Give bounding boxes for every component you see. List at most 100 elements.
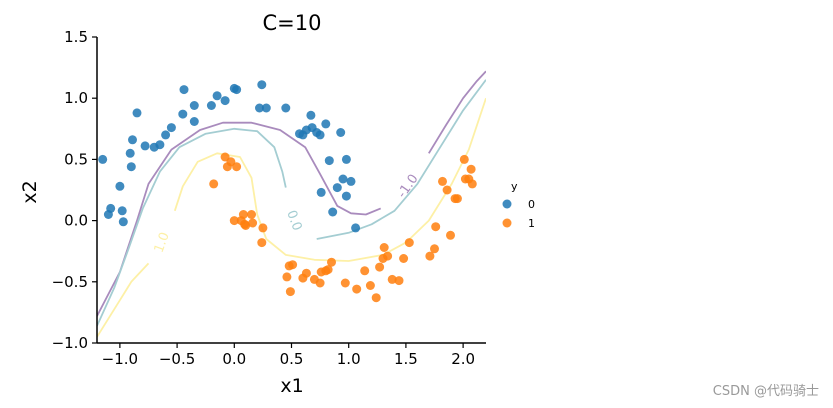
contour-layer: -1.0 0.0 1.0 bbox=[97, 70, 486, 338]
point-class-0-24 bbox=[255, 103, 264, 113]
point-class-0-40 bbox=[336, 128, 346, 137]
point-class-1-26 bbox=[340, 278, 350, 288]
point-class-1-5 bbox=[232, 162, 242, 172]
point-class-0-36 bbox=[321, 119, 331, 129]
point-class-0-27 bbox=[281, 103, 291, 113]
point-class-0-23 bbox=[232, 85, 242, 95]
contour-label--1.0: -1.0 bbox=[395, 172, 422, 201]
legend-label-1: 1 bbox=[528, 217, 535, 230]
point-class-0-7 bbox=[126, 162, 136, 172]
point-class-0-18 bbox=[189, 101, 199, 110]
point-class-1-36 bbox=[394, 276, 404, 286]
point-class-1-39 bbox=[425, 251, 435, 261]
point-class-1-35 bbox=[387, 274, 397, 284]
point-class-0-39 bbox=[332, 183, 342, 193]
point-class-0-19 bbox=[206, 101, 216, 110]
contour-label-1.0: 1.0 bbox=[152, 230, 173, 255]
contour-line-1.0-seg-1 bbox=[173, 97, 486, 262]
y-tick-label-4: 1.0 bbox=[64, 89, 88, 107]
point-class-0-41 bbox=[338, 174, 348, 184]
point-class-1-44 bbox=[446, 230, 455, 240]
point-class-0-0 bbox=[98, 154, 108, 164]
point-class-1-42 bbox=[438, 176, 447, 186]
point-class-1-50 bbox=[466, 164, 476, 174]
y-tick-label-3: 0.5 bbox=[64, 150, 88, 168]
x-tick-label-0: −1.0 bbox=[102, 350, 138, 368]
point-layer bbox=[98, 80, 477, 303]
point-class-1-9 bbox=[241, 221, 251, 230]
point-class-1-27 bbox=[352, 284, 362, 294]
point-class-1-12 bbox=[257, 238, 267, 248]
legend-marker-1 bbox=[502, 218, 512, 228]
contour-line-0.0-seg-1 bbox=[316, 79, 486, 240]
point-class-0-38 bbox=[328, 207, 338, 217]
point-class-0-9 bbox=[132, 108, 142, 118]
axes-layer: −1.0 −0.5 0.0 0.5 1.0 1.5 2.0 −1.0 −0.5 0.0 0.5 1.0… bbox=[52, 28, 486, 368]
x-tick-label-5: 1.5 bbox=[394, 350, 418, 368]
point-class-0-45 bbox=[351, 223, 361, 233]
point-class-0-3 bbox=[115, 181, 125, 191]
contour-line-1.0-seg-0 bbox=[97, 262, 150, 338]
x-tick-label-2: 0.0 bbox=[222, 350, 246, 368]
point-class-0-44 bbox=[346, 176, 356, 186]
point-class-0-20 bbox=[212, 91, 222, 101]
point-class-1-25 bbox=[327, 257, 336, 267]
point-class-0-35 bbox=[316, 187, 326, 197]
point-class-1-33 bbox=[379, 243, 389, 252]
x-axis-label: x1 bbox=[280, 375, 303, 397]
y-tick-label-1: −0.5 bbox=[52, 273, 88, 291]
contour-line--1.0-seg-0 bbox=[97, 121, 382, 317]
point-class-1-51 bbox=[467, 179, 477, 189]
point-class-1-47 bbox=[459, 154, 469, 164]
point-class-0-2 bbox=[106, 203, 116, 213]
y-tick-label-5: 1.5 bbox=[64, 28, 88, 46]
point-class-0-13 bbox=[161, 130, 171, 140]
point-class-1-24 bbox=[323, 265, 333, 275]
x-tick-label-1: −0.5 bbox=[159, 350, 195, 368]
y-tick-label-0: −1.0 bbox=[52, 334, 88, 352]
point-class-1-10 bbox=[247, 210, 256, 219]
chart-title: C=10 bbox=[263, 11, 322, 35]
x-tick-label-4: 1.0 bbox=[337, 350, 361, 368]
point-class-1-31 bbox=[375, 262, 385, 272]
point-class-0-21 bbox=[220, 96, 230, 106]
point-class-0-17 bbox=[189, 117, 199, 126]
point-class-0-25 bbox=[257, 80, 267, 90]
point-class-0-10 bbox=[140, 141, 150, 151]
point-class-0-12 bbox=[155, 140, 165, 150]
point-class-1-40 bbox=[430, 244, 439, 254]
contour-line-0.0-seg-0 bbox=[97, 127, 287, 327]
legend-marker-0 bbox=[502, 199, 512, 209]
legend-title: y bbox=[511, 180, 518, 193]
point-class-1-19 bbox=[301, 268, 311, 278]
x-tick-label-6: 2.0 bbox=[451, 350, 475, 368]
legend-label-0: 0 bbox=[528, 198, 535, 211]
y-axis-label: x2 bbox=[19, 180, 41, 203]
point-class-1-13 bbox=[258, 223, 268, 233]
point-class-1-14 bbox=[282, 272, 292, 282]
point-class-1-46 bbox=[452, 194, 462, 204]
point-class-0-6 bbox=[125, 148, 135, 158]
point-class-0-14 bbox=[166, 123, 176, 133]
point-class-1-29 bbox=[365, 281, 375, 290]
point-class-0-34 bbox=[315, 130, 325, 140]
point-class-1-16 bbox=[288, 260, 298, 270]
x-tick-label-3: 0.5 bbox=[280, 350, 304, 368]
point-class-0-42 bbox=[341, 191, 351, 201]
y-tick-label-2: 0.0 bbox=[64, 212, 88, 230]
point-class-1-17 bbox=[285, 287, 295, 297]
point-class-0-5 bbox=[118, 217, 128, 227]
point-class-0-4 bbox=[117, 206, 127, 216]
legend: y 0 1 bbox=[502, 180, 535, 230]
point-class-1-30 bbox=[371, 293, 381, 303]
point-class-0-26 bbox=[261, 103, 271, 113]
point-class-1-43 bbox=[442, 185, 452, 195]
point-class-1-34 bbox=[383, 251, 393, 261]
point-class-1-41 bbox=[431, 222, 441, 232]
point-class-0-8 bbox=[128, 135, 137, 145]
point-class-0-16 bbox=[179, 85, 189, 95]
point-class-1-37 bbox=[399, 254, 409, 263]
contour-label-0.0: 0.0 bbox=[283, 208, 304, 233]
point-class-0-15 bbox=[178, 109, 188, 119]
